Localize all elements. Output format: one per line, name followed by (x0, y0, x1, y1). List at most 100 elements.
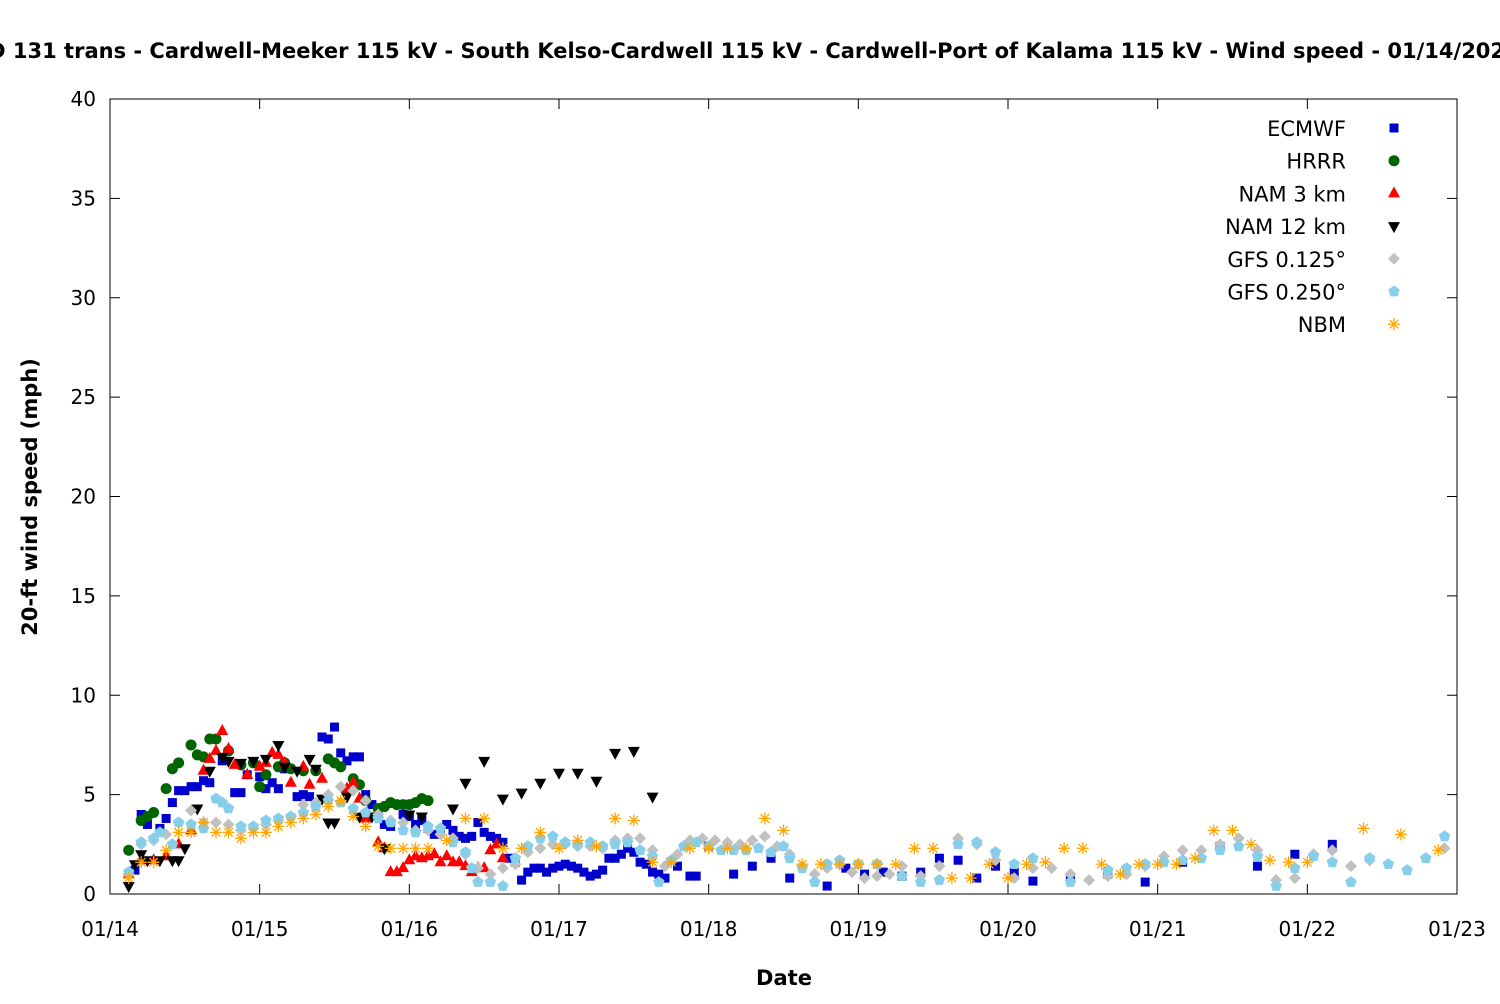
data-point (185, 826, 198, 839)
data-point (841, 863, 851, 873)
data-point (122, 872, 135, 885)
data-point (247, 826, 260, 839)
data-point (1064, 876, 1077, 887)
data-point (297, 806, 309, 818)
data-point (253, 759, 266, 771)
data-point (646, 856, 659, 869)
data-point (203, 751, 216, 763)
data-point (210, 733, 222, 745)
data-points (122, 722, 1451, 894)
data-point (604, 853, 614, 863)
data-point (883, 868, 896, 881)
data-point (809, 876, 821, 887)
data-point (309, 764, 322, 776)
data-point (571, 834, 584, 847)
data-point (1114, 868, 1127, 881)
data-point (1301, 856, 1314, 869)
data-point (434, 855, 447, 867)
data-point (534, 842, 547, 855)
data-point (272, 740, 285, 752)
data-point (347, 784, 360, 797)
data-point (292, 792, 302, 802)
y-tick-label: 0 (83, 882, 96, 906)
x-tick-label: 01/19 (830, 917, 888, 941)
data-point (641, 859, 651, 869)
y-tick-label: 40 (71, 87, 96, 111)
data-point (553, 842, 565, 855)
data-point (284, 816, 297, 829)
data-point (895, 860, 908, 873)
data-point (590, 776, 603, 788)
data-point (429, 829, 439, 839)
data-point (403, 853, 416, 865)
data-point (409, 842, 422, 855)
data-point (422, 795, 434, 807)
x-tick-label: 01/16 (381, 917, 439, 941)
data-point (460, 833, 470, 843)
x-tick-label: 01/21 (1129, 917, 1187, 941)
data-point (422, 820, 434, 832)
data-point (398, 810, 408, 819)
data-point (336, 748, 346, 758)
data-point (216, 796, 228, 808)
data-point (685, 871, 695, 881)
data-point (372, 840, 385, 853)
legend-label: NBM (1298, 313, 1346, 337)
data-point (621, 836, 634, 848)
data-point (180, 786, 190, 796)
data-point (1058, 842, 1071, 855)
data-point (172, 816, 185, 828)
legend-label: HRRR (1286, 150, 1346, 174)
data-point (199, 776, 209, 786)
data-point (927, 842, 940, 855)
data-point (384, 816, 397, 828)
data-point (989, 846, 1002, 858)
data-point (609, 812, 622, 825)
data-point (747, 861, 757, 871)
data-point (459, 778, 472, 790)
data-point (579, 867, 589, 877)
data-point (142, 819, 152, 829)
data-point (334, 794, 347, 807)
legend-marker (1388, 285, 1400, 297)
data-point (1232, 832, 1245, 845)
data-point (147, 856, 160, 869)
data-point (814, 858, 827, 871)
data-point (359, 820, 372, 833)
data-point (627, 814, 640, 827)
data-point (953, 855, 963, 865)
data-point (1195, 844, 1208, 857)
data-point (1432, 844, 1445, 857)
data-point (446, 804, 459, 816)
data-point (434, 822, 447, 834)
data-point (1282, 856, 1295, 869)
data-point (284, 775, 297, 787)
data-point (627, 746, 640, 758)
data-point (908, 842, 921, 855)
data-point (1252, 861, 1262, 871)
data-point (247, 756, 260, 768)
data-point (765, 846, 777, 858)
data-point (1039, 856, 1052, 869)
data-point (174, 786, 184, 796)
data-point (646, 792, 659, 804)
data-point (683, 842, 696, 855)
data-point (1170, 858, 1183, 871)
data-point (871, 858, 884, 871)
legend-label: GFS 0.125° (1227, 248, 1346, 272)
data-point (228, 757, 241, 769)
data-point (691, 871, 701, 881)
data-point (573, 863, 583, 873)
x-tick-label: 01/15 (231, 917, 289, 941)
data-point (359, 794, 372, 807)
data-point (1326, 844, 1339, 857)
data-point (1326, 856, 1338, 868)
data-point (777, 840, 790, 852)
data-point (197, 816, 210, 829)
data-point (1176, 844, 1189, 857)
data-point (372, 812, 384, 824)
legend-marker (1388, 222, 1400, 234)
data-point (440, 834, 453, 847)
data-point (128, 860, 141, 872)
data-point (122, 882, 135, 894)
